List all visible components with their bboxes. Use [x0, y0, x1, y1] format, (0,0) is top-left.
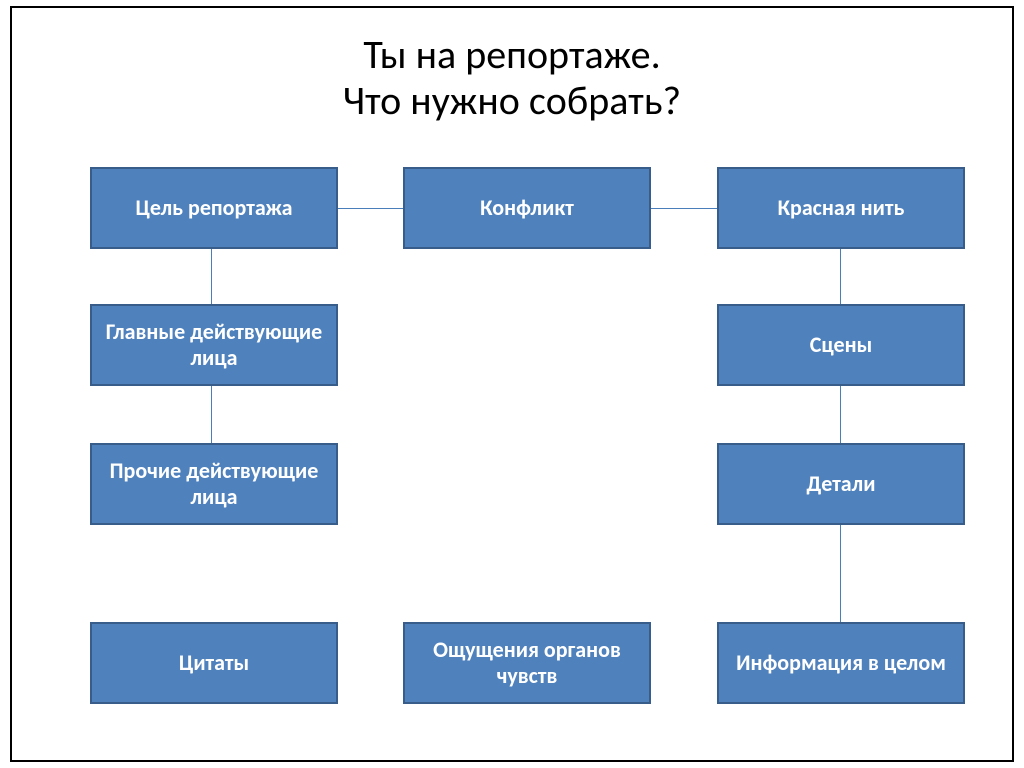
edge-scenes-details	[840, 386, 841, 443]
node-senses: Ощущения органов чувств	[403, 622, 651, 704]
node-conflict: Конфликт	[403, 167, 651, 249]
slide-title: Ты на репортаже.Что нужно собрать?	[12, 32, 1012, 124]
node-label: Главные действующие лица	[100, 319, 328, 372]
node-label: Красная нить	[778, 195, 905, 221]
edge-mainchars-otherchars	[211, 386, 212, 443]
node-label: Цель репортажа	[136, 195, 293, 221]
node-label: Сцены	[810, 332, 873, 358]
edge-goal-mainchars	[211, 249, 212, 304]
node-main-chars: Главные действующие лица	[90, 304, 338, 386]
node-info: Информация в целом	[717, 622, 965, 704]
edge-thread-scenes	[840, 249, 841, 304]
node-quotes: Цитаты	[90, 622, 338, 704]
slide-frame: Ты на репортаже.Что нужно собрать? Цель …	[10, 6, 1014, 762]
node-label: Прочие действующие лица	[100, 458, 328, 511]
node-label: Информация в целом	[736, 650, 946, 676]
edge-conflict-thread	[651, 208, 717, 209]
node-scenes: Сцены	[717, 304, 965, 386]
edge-details-info	[840, 525, 841, 622]
node-other-chars: Прочие действующие лица	[90, 443, 338, 525]
node-label: Конфликт	[480, 195, 574, 221]
node-thread: Красная нить	[717, 167, 965, 249]
edge-goal-conflict	[338, 208, 403, 209]
node-label: Цитаты	[179, 650, 249, 676]
node-label: Детали	[807, 471, 876, 497]
node-label: Ощущения органов чувств	[413, 637, 641, 690]
node-goal: Цель репортажа	[90, 167, 338, 249]
node-details: Детали	[717, 443, 965, 525]
